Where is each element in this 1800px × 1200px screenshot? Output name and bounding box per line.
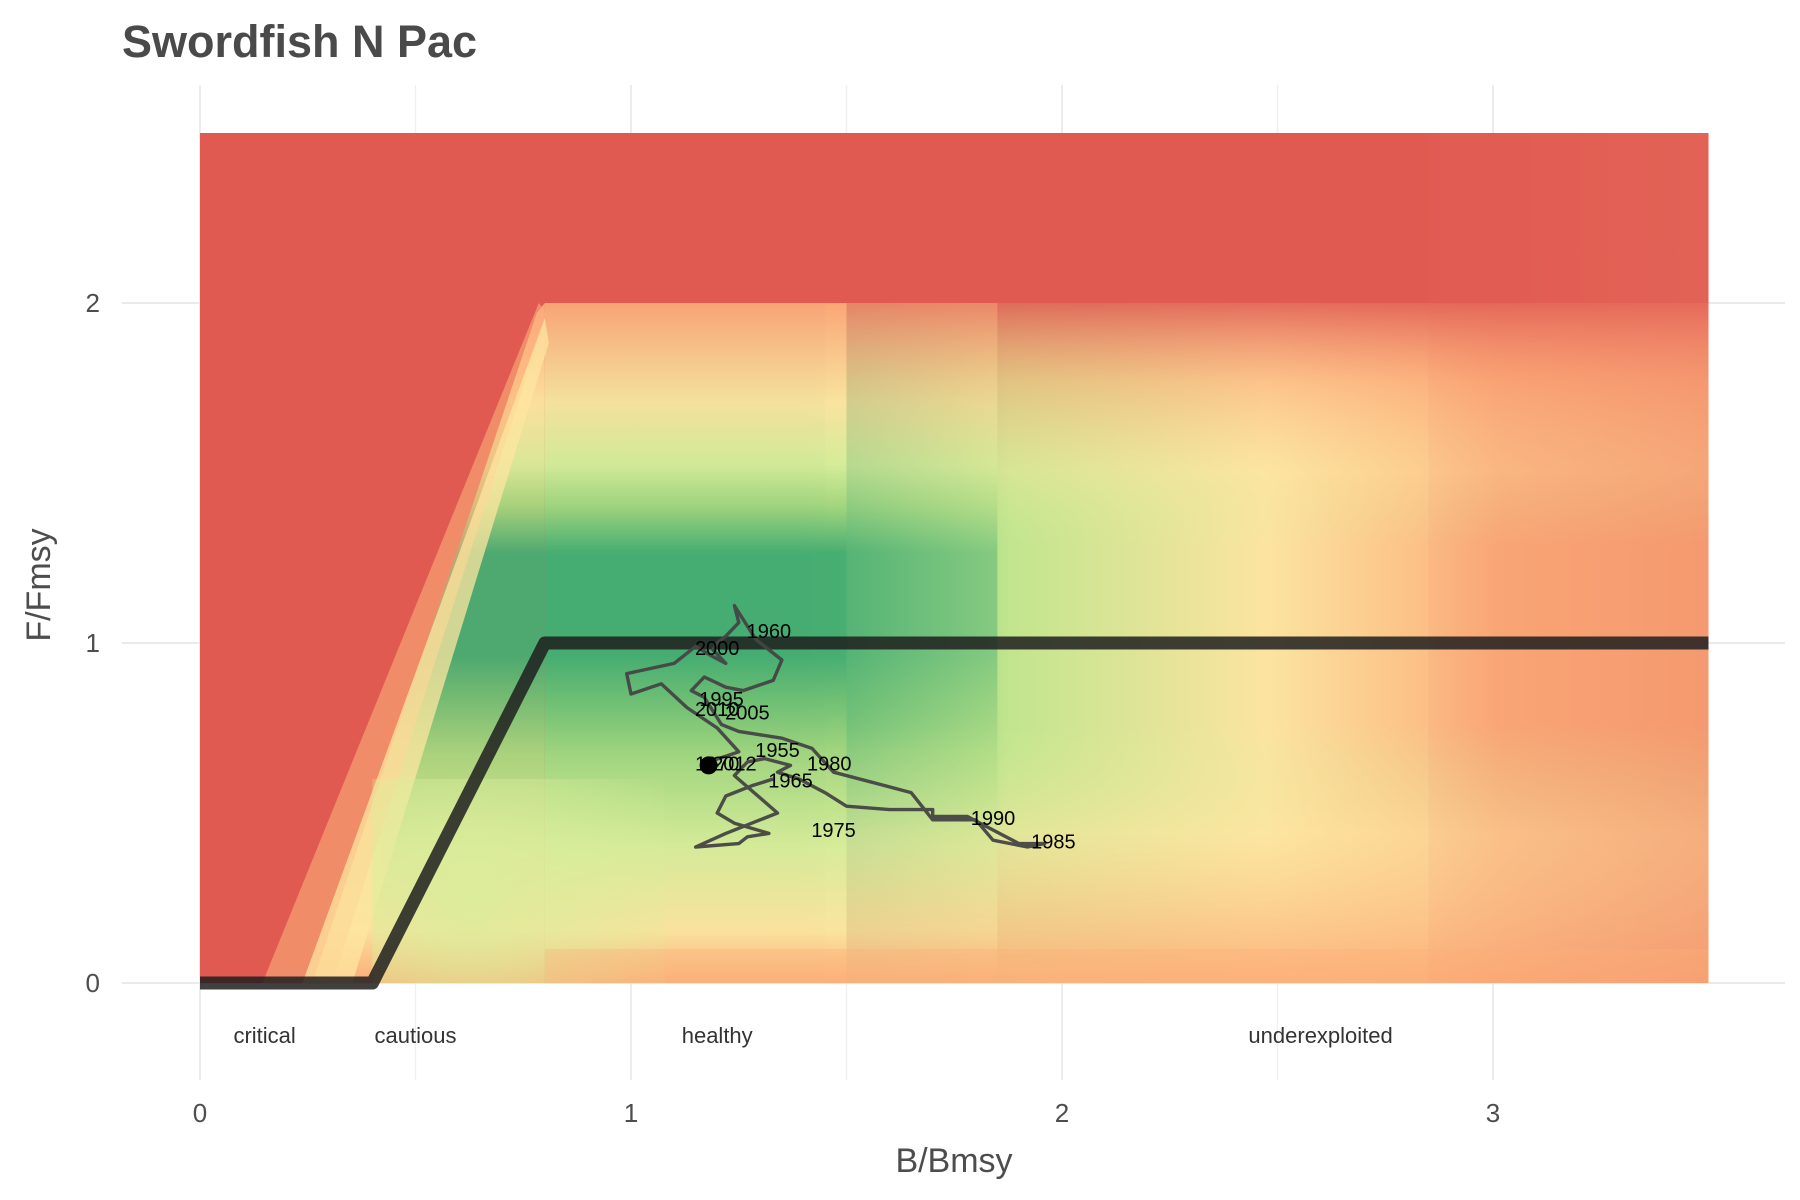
zone-label-critical: critical	[233, 1023, 295, 1048]
heatmap-right-edge	[1428, 133, 1708, 983]
year-label-2010: 2010	[695, 699, 740, 721]
y-tick-label: 0	[86, 968, 100, 998]
year-label-1960: 1960	[747, 621, 792, 643]
x-axis-title: B/Bmsy	[895, 1142, 1012, 1180]
status-heatmap	[200, 133, 1709, 983]
year-label-1985: 1985	[1031, 832, 1076, 854]
year-label-2012: 2012	[712, 754, 757, 776]
zone-label-cautious: cautious	[375, 1023, 457, 1048]
zone-labels: critical cautious healthy underexploited	[233, 1023, 1392, 1048]
y-tick-label: 2	[86, 288, 100, 318]
heatmap-bottom-strip	[545, 949, 1709, 983]
year-label-1955: 1955	[755, 740, 800, 762]
chart-title: Swordfish N Pac	[122, 16, 477, 67]
year-label-1980: 1980	[807, 754, 852, 776]
x-tick-label: 2	[1055, 1098, 1069, 1128]
zone-label-healthy: healthy	[682, 1023, 753, 1048]
x-tick-label: 1	[624, 1098, 638, 1128]
y-axis-title: F/Fmsy	[20, 528, 58, 641]
x-axis-ticks: 0 1 2 3	[193, 1098, 1500, 1128]
year-label-1990: 1990	[971, 808, 1016, 830]
y-tick-label: 1	[86, 628, 100, 658]
year-label-2000: 2000	[695, 638, 740, 660]
x-tick-label: 0	[193, 1098, 207, 1128]
zone-label-underexploited: underexploited	[1248, 1023, 1392, 1048]
x-tick-label: 3	[1486, 1098, 1500, 1128]
year-label-1975: 1975	[811, 820, 856, 842]
y-axis-ticks: 0 1 2	[86, 288, 100, 998]
